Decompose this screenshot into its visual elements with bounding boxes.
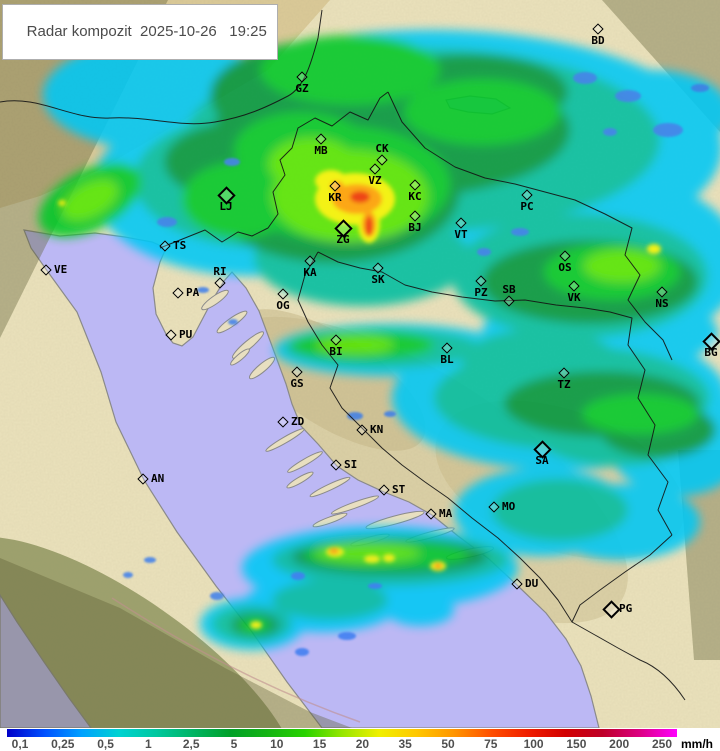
legend-tick: 200 bbox=[609, 737, 630, 751]
radar-range-arc bbox=[111, 597, 361, 723]
legend-tick: 75 bbox=[484, 737, 498, 751]
legend-tick: 2,5 bbox=[182, 737, 200, 751]
legend: 0,1 0,25 0,5 1 2,5 5 10 15 20 35 50 75 100 150 200 250 … bbox=[0, 728, 720, 751]
legend-tick: 15 bbox=[312, 737, 327, 751]
legend-tick: 35 bbox=[398, 737, 412, 751]
tyrrhenian-sea bbox=[0, 593, 92, 728]
legend-tick: 0,5 bbox=[97, 737, 114, 751]
legend-tick: 0,1 bbox=[11, 737, 29, 751]
legend-tick: 150 bbox=[566, 737, 587, 751]
legend-tick-labels: 0,1 0,25 0,5 1 2,5 5 10 15 20 35 50 75 100 150 200 250 bbox=[0, 737, 720, 751]
legend-unit: mm/h bbox=[681, 737, 714, 751]
legend-tick: 250 bbox=[651, 737, 673, 751]
legend-tick: 50 bbox=[441, 737, 455, 751]
legend-tick: 100 bbox=[523, 737, 544, 751]
title-bar: Radar kompozit 2025-10-26 19:25 bbox=[2, 4, 278, 60]
adriatic-sea bbox=[23, 229, 600, 728]
legend-tick: 0,25 bbox=[51, 737, 75, 751]
legend-tick: 1 bbox=[145, 737, 152, 751]
legend-color-scale bbox=[7, 729, 677, 737]
map-canvas bbox=[0, 0, 720, 728]
border-layer bbox=[0, 9, 686, 701]
legend-tick: 10 bbox=[270, 737, 284, 751]
radar-map: BD GZ MB CK VZ KC KR LJ PC BJ VT ZG TS OS KA SK VE PZ RI VK… bbox=[0, 0, 720, 728]
legend-tick: 5 bbox=[230, 737, 238, 751]
legend-tick: 20 bbox=[355, 737, 370, 751]
title-text: Radar kompozit 2025-10-26 19:25 bbox=[26, 23, 267, 40]
radar-echo-layer bbox=[38, 30, 720, 656]
